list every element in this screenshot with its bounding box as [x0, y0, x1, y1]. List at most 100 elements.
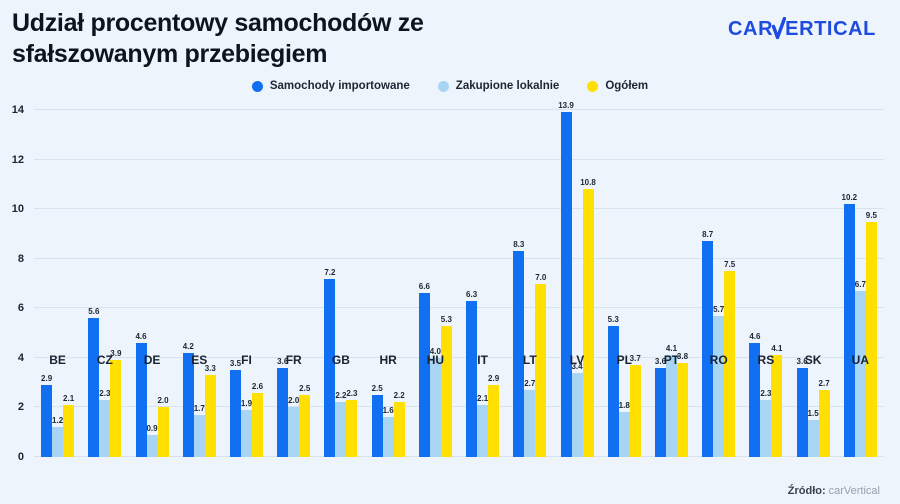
- bar-ES-ogółem: 3.3: [205, 364, 216, 457]
- bar-IT-ogółem: 2.9: [488, 374, 499, 457]
- bar-value-label: 2.5: [371, 384, 383, 394]
- bar-value-label: 6.3: [466, 289, 478, 299]
- bar-LV-samochody-importowane: 13.9: [558, 101, 574, 457]
- bar-UA-zakupione-lokalnie: 6.7: [855, 280, 866, 457]
- bar-group-PT: 3.6 4.1 3.8: [648, 110, 695, 457]
- gridline-8: [34, 257, 884, 259]
- bar-HU-samochody-importowane: 6.6: [419, 282, 430, 457]
- x-tick-label-RO: RO: [709, 353, 728, 367]
- bar-value-label: 2.3: [99, 389, 111, 398]
- bar-PT-ogółem: 3.8: [677, 352, 688, 457]
- bar-value-label: 2.3: [760, 389, 772, 398]
- bar-HR-ogółem: 2.2: [394, 391, 405, 457]
- bar-group-IT: 6.3 2.1 2.9: [459, 110, 506, 457]
- logo-text-suffix: ERTICAL: [785, 18, 876, 40]
- gridline-0: [34, 456, 884, 457]
- x-tick-label-RS: RS: [757, 353, 775, 367]
- legend-dot-icon: [437, 80, 449, 92]
- x-tick-label-HU: HU: [426, 353, 445, 367]
- x-tick-label-CZ: CZ: [96, 353, 113, 367]
- gridline-2: [34, 406, 884, 408]
- bar-IT-samochody-importowane: 6.3: [466, 290, 477, 457]
- bar-group-FI: 3.5 1.9 2.6: [223, 110, 270, 457]
- legend-item-0: Samochody importowane: [251, 80, 410, 92]
- bar-FR-samochody-importowane: 3.6: [277, 357, 288, 457]
- x-tick-label-GB: GB: [331, 353, 350, 367]
- bar-HR-zakupione-lokalnie: 1.6: [383, 406, 394, 457]
- bar-value-label: 7.2: [324, 267, 336, 277]
- gridline-14: [34, 109, 884, 110]
- bar-value-label: 2.2: [335, 391, 347, 401]
- x-tick-label-BE: BE: [49, 353, 66, 367]
- gridline-12: [34, 158, 884, 160]
- bar-DE-zakupione-lokalnie: 0.9: [146, 424, 158, 457]
- bar-groups: 2.9 1.2 2.1 5.6 2.3 3.9 4.6 0.9 2.0 4.2 1.7 3.3 3.5 1…: [34, 101, 884, 457]
- bar-group-PL: 5.3 1.8 3.7: [601, 110, 648, 457]
- bar-FI-samochody-importowane: 3.5: [230, 359, 241, 457]
- bar-value-label: 5.6: [88, 307, 100, 317]
- legend-label: Ogółem: [605, 80, 649, 92]
- bar-value-label: 10.8: [580, 178, 596, 188]
- bar-PL-ogółem: 3.7: [630, 354, 641, 457]
- bar-LT-samochody-importowane: 8.3: [513, 240, 524, 457]
- bar-group-LV: 13.9 3.4 10.8: [553, 101, 600, 457]
- bar-value-label: 2.0: [288, 396, 300, 406]
- bar-value-label: 1.8: [618, 401, 630, 411]
- bar-value-label: 10.2: [841, 193, 858, 203]
- bar-value-label: 3.4: [571, 361, 583, 371]
- legend-dot-icon: [251, 80, 263, 92]
- x-tick-label-FI: FI: [241, 353, 252, 367]
- bar-value-label: 2.9: [41, 374, 53, 384]
- bar-group-UA: 10.2 6.7 9.5: [837, 110, 884, 457]
- bar-LV-ogółem: 10.8: [580, 178, 596, 457]
- legend-label: Zakupione lokalnie: [455, 80, 560, 92]
- bar-PL-samochody-importowane: 5.3: [608, 315, 619, 457]
- x-tick-label-ES: ES: [191, 353, 208, 367]
- bar-value-label: 4.1: [665, 344, 678, 354]
- bar-group-GB: 7.2 2.2 2.3: [317, 110, 364, 457]
- gridline-10: [34, 208, 884, 210]
- bar-CZ-zakupione-lokalnie: 2.3: [99, 389, 110, 457]
- bar-group-HU: 6.6 4.0 5.3: [412, 110, 459, 457]
- bar-value-label: 7.5: [724, 260, 736, 270]
- bar-LT-zakupione-lokalnie: 2.7: [524, 379, 535, 457]
- y-tick-label-2: 2: [17, 401, 24, 414]
- bar-HU-ogółem: 5.3: [441, 315, 452, 457]
- bar-group-BE: 2.9 1.2 2.1: [34, 110, 81, 457]
- bar-value-label: 5.3: [607, 314, 619, 324]
- bar-SK-ogółem: 2.7: [819, 379, 830, 457]
- bar-HU-zakupione-lokalnie: 4.0: [430, 347, 441, 457]
- bar-value-label: 2.1: [477, 393, 489, 403]
- bar-value-label: 6.7: [854, 279, 866, 289]
- legend-label: Samochody importowane: [269, 80, 410, 92]
- bar-group-HR: 2.5 1.6 2.2: [365, 110, 412, 457]
- bar-value-label: 4.6: [135, 332, 147, 341]
- logo-checkmark-v-icon: [772, 17, 787, 40]
- bar-value-label: 4.2: [182, 341, 194, 351]
- x-tick-label-FR: FR: [285, 353, 302, 367]
- bar-SK-zakupione-lokalnie: 1.5: [808, 409, 819, 457]
- gridline-4: [34, 356, 884, 358]
- x-tick-label-DE: DE: [143, 353, 161, 367]
- bar-value-label: 8.7: [702, 230, 714, 240]
- bar-CZ-samochody-importowane: 5.6: [88, 307, 99, 457]
- bar-GB-zakupione-lokalnie: 2.2: [335, 391, 346, 457]
- bar-value-label: 13.9: [558, 101, 574, 111]
- y-tick-label-0: 0: [17, 451, 24, 463]
- bar-FR-ogółem: 2.5: [299, 384, 310, 457]
- bar-value-label: 2.9: [488, 374, 500, 384]
- bar-group-FR: 3.6 2.0 2.5: [270, 110, 317, 457]
- bar-ES-samochody-importowane: 4.2: [183, 342, 194, 457]
- bar-value-label: 4.6: [749, 332, 761, 341]
- bar-RS-ogółem: 4.1: [771, 344, 782, 457]
- y-tick-label-4: 4: [17, 351, 24, 364]
- bar-LV-zakupione-lokalnie: 3.4: [571, 362, 583, 457]
- x-tick-label-SK: SK: [804, 353, 822, 367]
- bar-group-RO: 8.7 5.7 7.5: [695, 110, 742, 457]
- bar-RS-samochody-importowane: 4.6: [749, 332, 760, 457]
- bar-value-label: 2.1: [63, 393, 75, 403]
- bar-value-label: 2.3: [346, 389, 358, 398]
- bar-RS-zakupione-lokalnie: 2.3: [760, 389, 771, 457]
- bar-value-label: 7.0: [535, 272, 547, 282]
- bar-group-ES: 4.2 1.7 3.3: [176, 110, 223, 457]
